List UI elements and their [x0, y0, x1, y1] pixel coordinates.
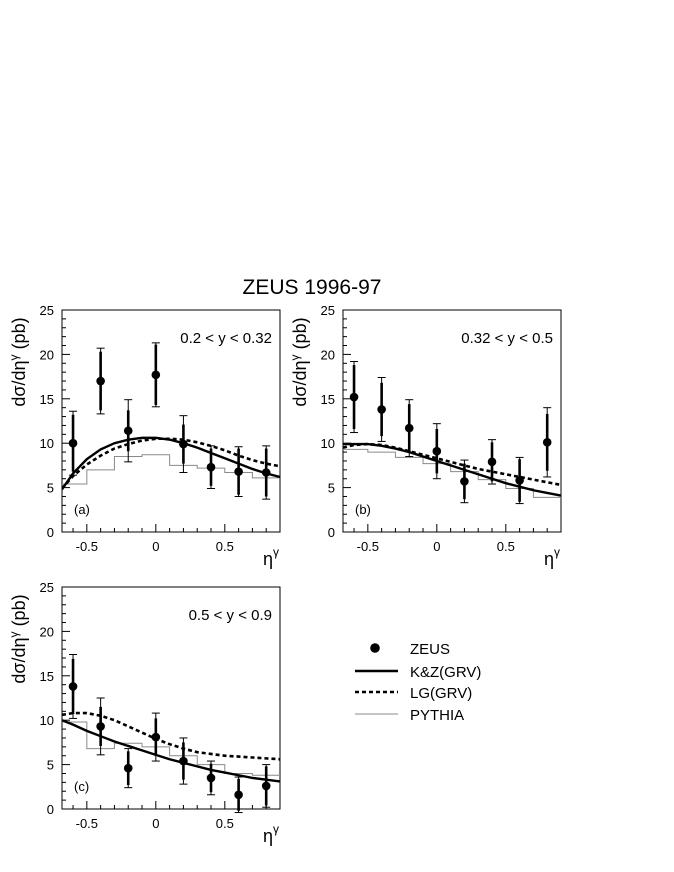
lg-curve: [343, 442, 561, 487]
y-tick-label: 15: [321, 392, 335, 407]
zeus-point: [151, 732, 161, 742]
panel-a: 0 5 10 15 20 25 -0.5 0 0.5 0.2 < y < 0.32 (a) dσ/dη…: [7, 303, 281, 569]
x-tick-label: 0: [433, 539, 440, 554]
x-tick-label: -0.5: [76, 816, 98, 831]
range-label: 0.5 < y < 0.9: [189, 607, 272, 624]
x-tick-label: 0.5: [216, 816, 234, 831]
zeus-point: [349, 392, 359, 402]
x-tick-label: 0.5: [216, 539, 234, 554]
x-tick-label: 0.5: [497, 539, 515, 554]
kz-curve: [343, 442, 561, 497]
plot-area: [62, 436, 280, 491]
y-tick-label: 25: [40, 580, 54, 595]
x-axis-label: ηγ: [544, 545, 560, 569]
x-axis-label: ηγ: [263, 545, 279, 569]
zeus-point: [234, 467, 243, 476]
lg-curve: [62, 437, 280, 490]
legend-label-zeus: ZEUS: [410, 641, 450, 658]
y-axis-label: dσ/dηγ (pb): [7, 317, 29, 406]
legend: ZEUS K&Z(GRV) LG(GRV) PYTHIA: [355, 641, 481, 724]
y-tick-label: 15: [40, 392, 54, 407]
y-tick-label: 5: [47, 758, 54, 773]
y-tick-label: 0: [47, 525, 54, 540]
y-axis-label: dσ/dηγ (pb): [288, 317, 310, 406]
zeus-point: [460, 477, 469, 486]
zeus-point: [377, 405, 386, 414]
kz-curve: [62, 719, 280, 783]
x-tick-label: -0.5: [76, 539, 98, 554]
figure-title: ZEUS 1996-97: [243, 276, 382, 299]
y-tick-label: 20: [321, 347, 335, 362]
plot-frame: [342, 309, 562, 533]
panel-c: 0 5 10 15 20 25 -0.5 0 0.5 0.5 < y < 0.9 (c) dσ/dηγ…: [7, 580, 281, 846]
panel-label: (b): [355, 502, 371, 517]
panel-label: (c): [74, 779, 89, 794]
zeus-point: [206, 773, 216, 783]
y-tick-label: 0: [47, 802, 54, 817]
zeus-point: [68, 682, 78, 691]
pythia-histogram: [343, 448, 561, 498]
x-axis-label: ηγ: [263, 822, 279, 846]
y-tick-label: 10: [40, 436, 54, 451]
y-tick-label: 25: [40, 303, 54, 318]
zeus-point: [234, 790, 243, 800]
plot-area: [343, 442, 561, 498]
legend-label-lg: LG(GRV): [410, 685, 472, 702]
zeus-point: [96, 722, 105, 731]
range-label: 0.32 < y < 0.5: [461, 330, 553, 347]
zeus-point: [542, 438, 552, 447]
legend-marker-zeus: [370, 643, 380, 653]
plot-frame: [61, 309, 281, 533]
x-tick-label: 0: [152, 539, 159, 554]
y-tick-label: 20: [40, 347, 54, 362]
y-tick-label: 25: [321, 303, 335, 318]
zeus-point: [151, 370, 161, 380]
pythia-histogram: [62, 721, 280, 776]
y-axis-label: dσ/dηγ (pb): [7, 594, 29, 683]
x-tick-label: 0: [152, 816, 159, 831]
zeus-point: [206, 462, 216, 472]
x-tick-label: -0.5: [357, 539, 379, 554]
legend-label-kz: K&Z(GRV): [410, 664, 481, 681]
range-label: 0.2 < y < 0.32: [180, 330, 272, 347]
zeus-point: [123, 426, 133, 436]
zeus-point: [179, 439, 188, 449]
zeus-point: [261, 781, 271, 791]
zeus-point: [487, 457, 497, 467]
zeus-point: [123, 763, 133, 773]
lg-curve: [62, 711, 280, 761]
zeus-point: [432, 446, 442, 456]
zeus-point: [96, 376, 105, 386]
y-tick-label: 0: [328, 525, 335, 540]
kz-curve: [62, 436, 280, 491]
zeus-point: [404, 423, 414, 433]
plot-area: [62, 711, 280, 783]
y-tick-label: 5: [47, 481, 54, 496]
zeus-point: [261, 468, 271, 477]
y-tick-label: 5: [328, 481, 335, 496]
zeus-point: [179, 756, 188, 766]
y-tick-label: 10: [40, 713, 54, 728]
zeus-point: [68, 438, 78, 448]
panel-b: 0 5 10 15 20 25 -0.5 0 0.5 0.32 < y < 0.5 (b) dσ/dη…: [288, 303, 562, 569]
y-tick-label: 10: [321, 436, 335, 451]
y-tick-label: 15: [40, 669, 54, 684]
zeus-point: [515, 476, 524, 485]
plot-frame: [61, 586, 281, 810]
panel-label: (a): [74, 502, 90, 517]
y-tick-label: 20: [40, 624, 54, 639]
legend-label-pythia: PYTHIA: [410, 707, 464, 724]
